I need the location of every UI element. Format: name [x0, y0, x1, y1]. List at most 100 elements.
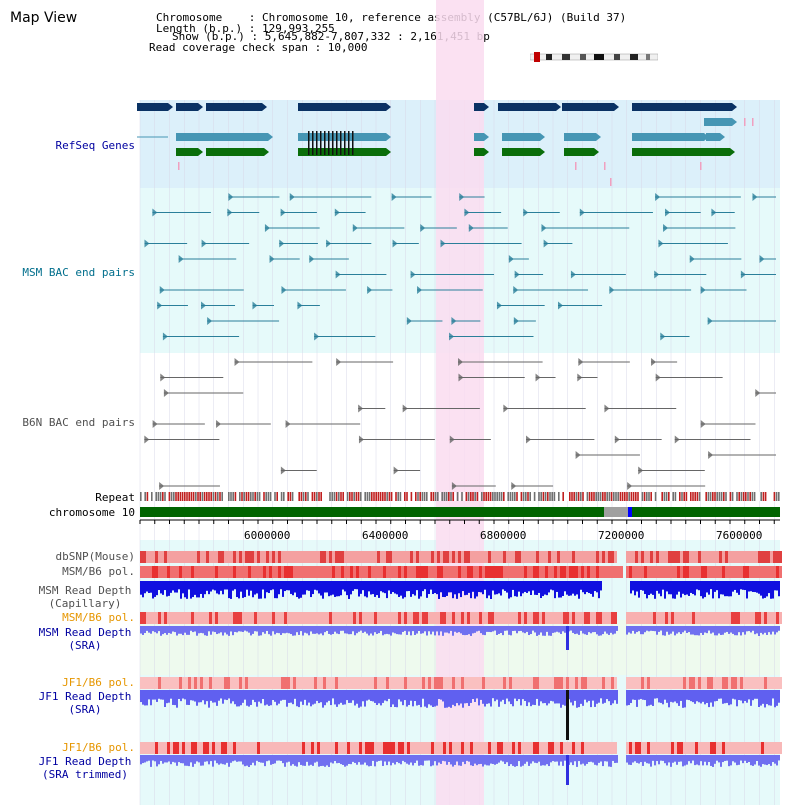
snp-density-cell: [428, 612, 431, 624]
read-depth-bar: [742, 626, 744, 633]
read-depth-bar: [716, 581, 718, 591]
snp-density-cell: [596, 742, 599, 754]
repeat-mark: [366, 492, 369, 501]
read-depth-bar: [596, 581, 598, 593]
snp-density-cell: [719, 742, 722, 754]
read-depth-bar: [764, 755, 766, 765]
read-depth-bar: [518, 626, 520, 632]
snp-density-cell: [398, 551, 401, 563]
read-depth-bar: [154, 755, 156, 762]
snp-density-cell: [638, 566, 641, 578]
msm-bac-pair-end: [391, 193, 397, 201]
snp-density-cell: [182, 551, 185, 563]
read-depth-bar: [396, 581, 398, 595]
read-depth-bar: [442, 626, 444, 636]
snp-density-cell: [458, 566, 461, 578]
snp-density-cell: [242, 551, 245, 563]
read-depth-bar: [664, 581, 666, 599]
read-depth-bar: [762, 690, 764, 704]
snp-density-cell: [467, 742, 470, 754]
read-depth-bar: [196, 626, 198, 636]
snp-density-cell: [503, 612, 506, 624]
read-depth-bar: [188, 690, 190, 705]
snp-density-cell: [296, 677, 299, 689]
gene-strand-arrow: [720, 133, 725, 141]
repeat-mark: [674, 492, 677, 501]
read-depth-bar: [390, 690, 392, 708]
snp-density-cell: [557, 742, 560, 754]
length-info: Length (b.p.) : 129,993,255: [156, 22, 335, 35]
read-depth-bar: [580, 755, 582, 765]
read-depth-bar: [318, 581, 320, 594]
read-depth-bar: [298, 755, 300, 763]
repeat-mark: [393, 492, 395, 501]
snp-density-cell: [665, 566, 668, 578]
snp-density-cell: [269, 742, 272, 754]
snp-density-cell: [515, 612, 518, 624]
msm-bac-pair-end: [297, 301, 303, 310]
snp-density-cell: [749, 551, 752, 563]
read-depth-bar: [212, 755, 214, 767]
snp-density-cell: [299, 551, 302, 563]
snp-density-cell: [404, 612, 407, 624]
read-depth-bar: [462, 581, 464, 592]
read-depth-bar: [670, 690, 672, 702]
read-depth-bar: [438, 581, 440, 599]
snp-density-cell: [278, 566, 281, 578]
read-depth-bar: [734, 626, 736, 636]
snp-density-cell: [251, 551, 254, 563]
snp-density-cell: [446, 612, 449, 624]
chromosome-ideogram[interactable]: [530, 52, 658, 62]
read-depth-bar: [560, 690, 562, 708]
snp-density-cell: [446, 551, 449, 563]
snp-density-cell: [353, 677, 356, 689]
repeat-mark: [775, 492, 778, 501]
snp-density-cell: [647, 677, 650, 689]
snp-density-cell: [542, 566, 545, 578]
snp-density-cell: [224, 566, 227, 578]
read-depth-bar: [214, 581, 216, 591]
repeat-mark: [740, 492, 743, 501]
repeat-mark: [272, 492, 274, 501]
snp-density-cell: [212, 551, 215, 563]
read-depth-bar: [220, 755, 222, 764]
read-depth-bar: [720, 581, 722, 595]
snp-density-cell: [425, 551, 428, 563]
snp-density-cell: [215, 566, 218, 578]
snp-density-cell: [653, 742, 656, 754]
snp-density-cell: [755, 566, 758, 578]
read-depth-bar: [516, 690, 518, 702]
read-depth-bar: [588, 755, 590, 763]
read-depth-bar: [728, 626, 730, 634]
snp-density-cell: [551, 677, 554, 689]
read-depth-bar: [190, 626, 192, 631]
read-depth-bar: [714, 626, 716, 636]
read-depth-bar: [374, 690, 376, 703]
msm-read-depth-sra-label: MSM Read Depth (SRA): [38, 626, 132, 652]
snp-density-cell: [491, 566, 494, 578]
jf1-read-depth-sra-label: JF1 Read Depth (SRA): [38, 690, 132, 716]
snp-density-cell: [671, 551, 674, 563]
snp-density-cell: [689, 551, 692, 563]
snp-density-cell: [740, 742, 743, 754]
small-feature: [700, 162, 702, 170]
read-depth-bar: [660, 581, 662, 597]
snp-density-cell: [440, 742, 443, 754]
read-depth-bar: [328, 690, 330, 701]
read-depth-bar: [666, 581, 668, 592]
repeat-mark: [357, 492, 360, 501]
read-depth-bar: [362, 755, 364, 765]
snp-density-cell: [398, 677, 401, 689]
read-depth-bar: [264, 581, 266, 599]
repeat-mark: [223, 492, 226, 501]
read-depth-bar: [652, 581, 654, 595]
read-depth-bar: [604, 626, 606, 632]
read-depth-bar: [578, 581, 580, 599]
gene-feature: [502, 133, 540, 141]
read-depth-bar: [362, 581, 364, 591]
repeat-mark: [650, 492, 652, 501]
snp-density-cell: [608, 551, 611, 563]
read-depth-bar: [254, 755, 256, 766]
snp-density-cell: [683, 742, 686, 754]
